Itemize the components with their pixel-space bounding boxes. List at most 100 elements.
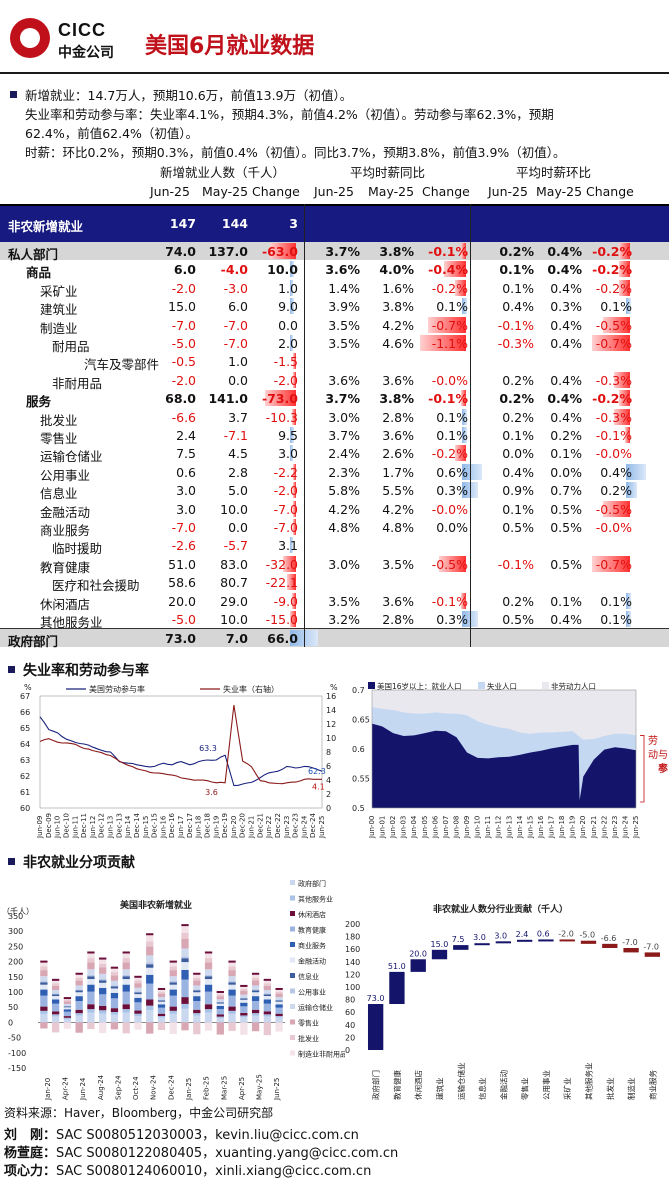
table-cell: 0.2% bbox=[502, 372, 534, 388]
bracket-annotation bbox=[640, 735, 645, 803]
bar-segment bbox=[134, 1013, 142, 1017]
bar-segment bbox=[181, 962, 189, 970]
bar-total-marker bbox=[122, 951, 130, 954]
author-email[interactable]: xinli.xiang@cicc.com.cn bbox=[215, 1164, 372, 1179]
change-bar bbox=[444, 261, 466, 278]
bar-segment bbox=[240, 1017, 248, 1023]
waterfall-bar bbox=[580, 940, 597, 944]
x-tick-label: Jun-20 bbox=[579, 816, 587, 839]
bar-segment bbox=[263, 979, 272, 984]
change-bar bbox=[460, 592, 466, 609]
bar-segment bbox=[63, 1005, 72, 1007]
bar-total-marker bbox=[228, 960, 236, 963]
bar-segment bbox=[275, 991, 283, 994]
x-tick-label: Dec-20 bbox=[239, 813, 247, 838]
change-bar bbox=[293, 500, 296, 517]
bar-segment-neg bbox=[134, 1022, 142, 1030]
change-bar bbox=[626, 463, 646, 480]
bar-segment-neg bbox=[251, 1022, 260, 1032]
row-label: 私人部门 bbox=[8, 247, 59, 262]
change-bar bbox=[619, 279, 630, 296]
column-header: Jun-25 bbox=[488, 184, 528, 199]
table-row: 商业服务 -7.0 0.0 -7.0 4.8% 4.8% 0.0% 0.5% 0.5% -0.0% bbox=[0, 518, 669, 538]
legend-swatch bbox=[290, 1019, 295, 1025]
x-tick-label: Jun-23 bbox=[283, 816, 291, 839]
x-tick-label: Jun-21 bbox=[248, 816, 256, 839]
table-divider bbox=[304, 204, 305, 647]
bullet-icon bbox=[10, 91, 17, 98]
table-cell: 0.9% bbox=[502, 483, 534, 499]
bar-segment bbox=[157, 1007, 166, 1014]
table-cell: 0.4% bbox=[550, 612, 582, 627]
bar-segment bbox=[75, 1009, 83, 1014]
table-cell: -22.1 bbox=[265, 575, 298, 591]
table-cell: -4.0 bbox=[220, 262, 248, 278]
bar-segment bbox=[122, 984, 130, 992]
table-cell: -5.0 bbox=[171, 612, 196, 627]
bar-segment bbox=[75, 1000, 83, 1010]
table-cell: -0.1% bbox=[497, 556, 534, 572]
row-label: 公用事业 bbox=[40, 467, 91, 483]
x-tick-label: Dec-19 bbox=[221, 813, 229, 838]
x-tick-label: Jun-14 bbox=[124, 815, 132, 839]
table-cell: 0.4% bbox=[502, 464, 534, 480]
change-bar bbox=[626, 592, 632, 609]
legend-label: 美国16岁以上：就业人口 bbox=[377, 681, 462, 691]
column-header: Jun-25 bbox=[314, 184, 354, 199]
bullet-icon bbox=[8, 858, 15, 865]
table-cell: 0.1% bbox=[436, 428, 468, 443]
column-header: May-25 bbox=[368, 184, 415, 199]
author-email[interactable]: xuanting.yang@cicc.com.cn bbox=[215, 1146, 399, 1161]
change-bar bbox=[420, 335, 466, 351]
table-cell: 0.0% bbox=[436, 520, 468, 535]
bar-segment-neg bbox=[63, 1022, 72, 1029]
author-email[interactable]: kevin.liu@cicc.com.cn bbox=[215, 1128, 359, 1143]
change-bar bbox=[460, 243, 466, 259]
table-cell: 0.6 bbox=[176, 464, 196, 480]
table-cell: 0.4% bbox=[547, 391, 582, 407]
legend-label: 政府部门 bbox=[298, 879, 326, 888]
x-tick-label: Jan-20 bbox=[44, 1078, 52, 1101]
bar-segment bbox=[193, 989, 201, 991]
summary-line3: 62.4%，前值62.4%（初值）。 bbox=[25, 126, 199, 141]
table-cell: -0.5% bbox=[431, 556, 468, 572]
table-cell: -0.5% bbox=[595, 501, 632, 517]
y-tick: -50 bbox=[8, 1034, 21, 1043]
bar-segment bbox=[169, 995, 177, 1007]
table-cell: 3.9% bbox=[328, 299, 360, 315]
table-row: 非农新增就业 147 144 3 bbox=[0, 204, 669, 242]
bar-segment bbox=[157, 1000, 166, 1002]
annotation-char: 动 bbox=[648, 749, 658, 761]
change-bar bbox=[291, 408, 296, 425]
change-bar bbox=[626, 611, 632, 627]
bar-segment bbox=[122, 969, 130, 975]
table-row: 采矿业 -2.0 -3.0 1.0 1.4% 1.6% -0.2% 0.1% 0.4% -0.2% bbox=[0, 279, 669, 299]
bar-segment bbox=[251, 1000, 260, 1010]
x-tick-label: Dec-21 bbox=[256, 813, 264, 838]
change-bar bbox=[619, 243, 630, 259]
y-tick-right: 10 bbox=[326, 734, 336, 743]
change-bar bbox=[462, 427, 468, 443]
x-tick-label: Jun-13 bbox=[505, 816, 513, 839]
bar-segment bbox=[193, 1015, 201, 1023]
change-bar bbox=[286, 574, 296, 591]
table-row: 教育健康 51.0 83.0 -32.0 3.0% 3.5% -0.5% -0.1% 0.5% -… bbox=[0, 555, 669, 575]
bar-segment bbox=[275, 1007, 283, 1014]
bar-segment bbox=[263, 1011, 272, 1015]
table-cell: -2.2 bbox=[273, 464, 298, 480]
bar-segment bbox=[99, 1013, 107, 1023]
bar-total-marker bbox=[181, 924, 189, 927]
change-bar bbox=[460, 390, 466, 407]
bar-total-marker bbox=[157, 987, 166, 990]
bar-segment bbox=[181, 1003, 189, 1009]
change-bar bbox=[269, 243, 296, 259]
bar-segment bbox=[169, 1013, 177, 1023]
bar-segment bbox=[110, 985, 119, 987]
bar-segment bbox=[99, 963, 107, 968]
bar-segment bbox=[87, 1004, 95, 1010]
bar-segment bbox=[99, 1010, 107, 1014]
table-cell: 74.0 bbox=[165, 244, 196, 259]
bar-segment-neg bbox=[228, 1022, 236, 1031]
x-tick-label: Dec-15 bbox=[151, 813, 159, 838]
legend-swatch bbox=[368, 682, 375, 689]
